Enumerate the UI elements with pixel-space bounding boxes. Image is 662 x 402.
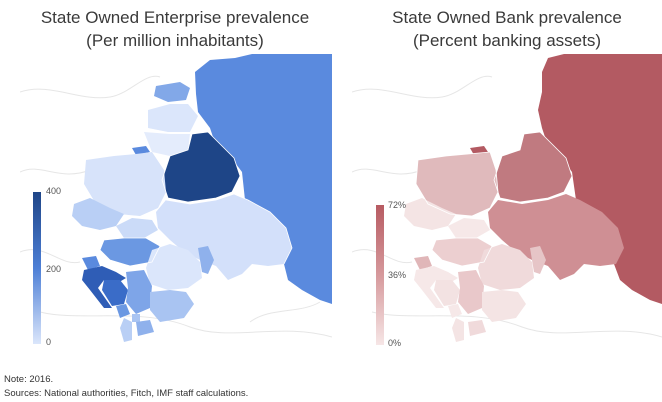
region-slovakia [448, 218, 490, 238]
right-map-title-line2: (Percent banking assets) [412, 31, 602, 50]
region-moldova [198, 246, 214, 274]
soe-color-scale [33, 192, 41, 344]
soe-legend-tick-max: 400 [46, 186, 62, 196]
region-romania [146, 244, 202, 290]
note-text: Note: 2016. [4, 374, 54, 385]
region-north-macedonia [468, 320, 486, 336]
sources-text: Sources: National authorities, Fitch, IM… [4, 388, 249, 399]
right-map-title: State Owned Bank prevalence (Percent ban… [352, 6, 662, 52]
region-belarus [162, 132, 240, 202]
region-slovakia [116, 218, 158, 238]
region-estonia [154, 82, 190, 102]
region-serbia [126, 270, 152, 314]
region-hungary [432, 238, 492, 266]
region-slovenia [82, 256, 100, 270]
soe-legend-tick-min: 0 [46, 337, 52, 347]
region-serbia [458, 270, 484, 314]
sob-legend-tick-mid: 36% [388, 270, 407, 280]
sob-prevalence-map [352, 54, 662, 342]
region-czech [404, 198, 456, 230]
region-montenegro [448, 304, 462, 318]
region-romania [478, 244, 534, 290]
region-kaliningrad [132, 146, 150, 155]
region-poland [416, 152, 498, 216]
region-montenegro [116, 304, 130, 318]
region-poland [84, 152, 166, 216]
region-lithuania [144, 132, 190, 156]
region-croatia [414, 266, 458, 308]
region-kosovo [132, 314, 140, 322]
sob-legend-tick-min: 0% [388, 338, 402, 348]
region-ukraine [488, 194, 624, 280]
region-bosnia [434, 280, 460, 306]
region-ukraine [156, 194, 292, 280]
region-albania [120, 318, 132, 342]
right-map-title-line1: State Owned Bank prevalence [392, 8, 622, 27]
region-hungary [100, 238, 160, 266]
region-croatia [82, 266, 126, 308]
sob-legend-tick-max: 72% [388, 200, 407, 210]
region-russia [538, 54, 662, 304]
soe-legend-tick-mid: 200 [46, 264, 62, 274]
region-latvia [148, 104, 198, 132]
background-outlines [20, 75, 332, 338]
soe-prevalence-map [20, 54, 332, 342]
region-belarus [494, 132, 572, 202]
background-outlines [352, 75, 662, 338]
region-borders [99, 131, 293, 267]
region-bosnia [102, 280, 128, 306]
region-bulgaria [482, 290, 526, 322]
left-map-title-line1: State Owned Enterprise prevalence [40, 8, 310, 27]
region-slovenia [414, 256, 432, 270]
region-bulgaria [150, 290, 194, 322]
left-map-title: State Owned Enterprise prevalence (Per m… [20, 6, 330, 52]
region-borders [415, 131, 573, 267]
sob-color-scale [376, 205, 384, 345]
region-north-macedonia [136, 320, 154, 336]
region-czech [72, 198, 124, 230]
region-albania [452, 318, 464, 342]
region-moldova [530, 246, 546, 274]
region-russia [195, 54, 332, 304]
left-map-title-line2: (Per million inhabitants) [86, 31, 264, 50]
